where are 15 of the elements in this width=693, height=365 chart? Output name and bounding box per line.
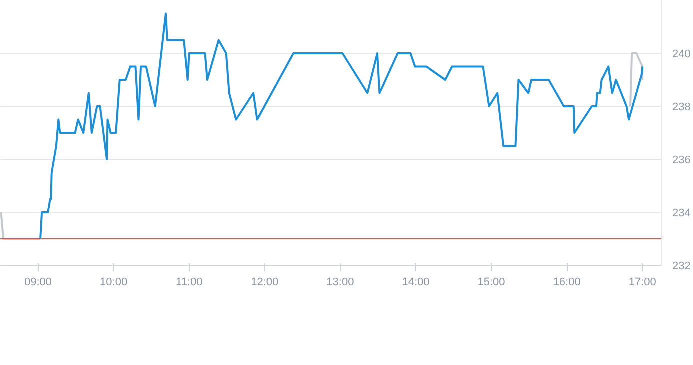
x-tick-label: 12:00 — [251, 276, 279, 288]
y-tick-label: 234 — [672, 208, 691, 220]
x-tick-label: 09:00 — [24, 276, 52, 288]
y-tick-label: 232 — [672, 260, 691, 272]
x-tick-label: 10:00 — [100, 276, 128, 288]
y-tick-label: 236 — [672, 154, 691, 166]
y-tick-label: 240 — [672, 48, 691, 60]
x-tick-label: 13:00 — [326, 276, 354, 288]
x-tick-label: 11:00 — [176, 276, 203, 288]
x-tick-label: 15:00 — [478, 276, 506, 288]
line-series — [40, 12, 644, 240]
x-tick-label: 16:00 — [553, 276, 581, 288]
y-tick-label: 238 — [672, 102, 691, 114]
x-tick-label: 17:00 — [628, 276, 656, 288]
x-tick-label: 14:00 — [402, 276, 430, 288]
